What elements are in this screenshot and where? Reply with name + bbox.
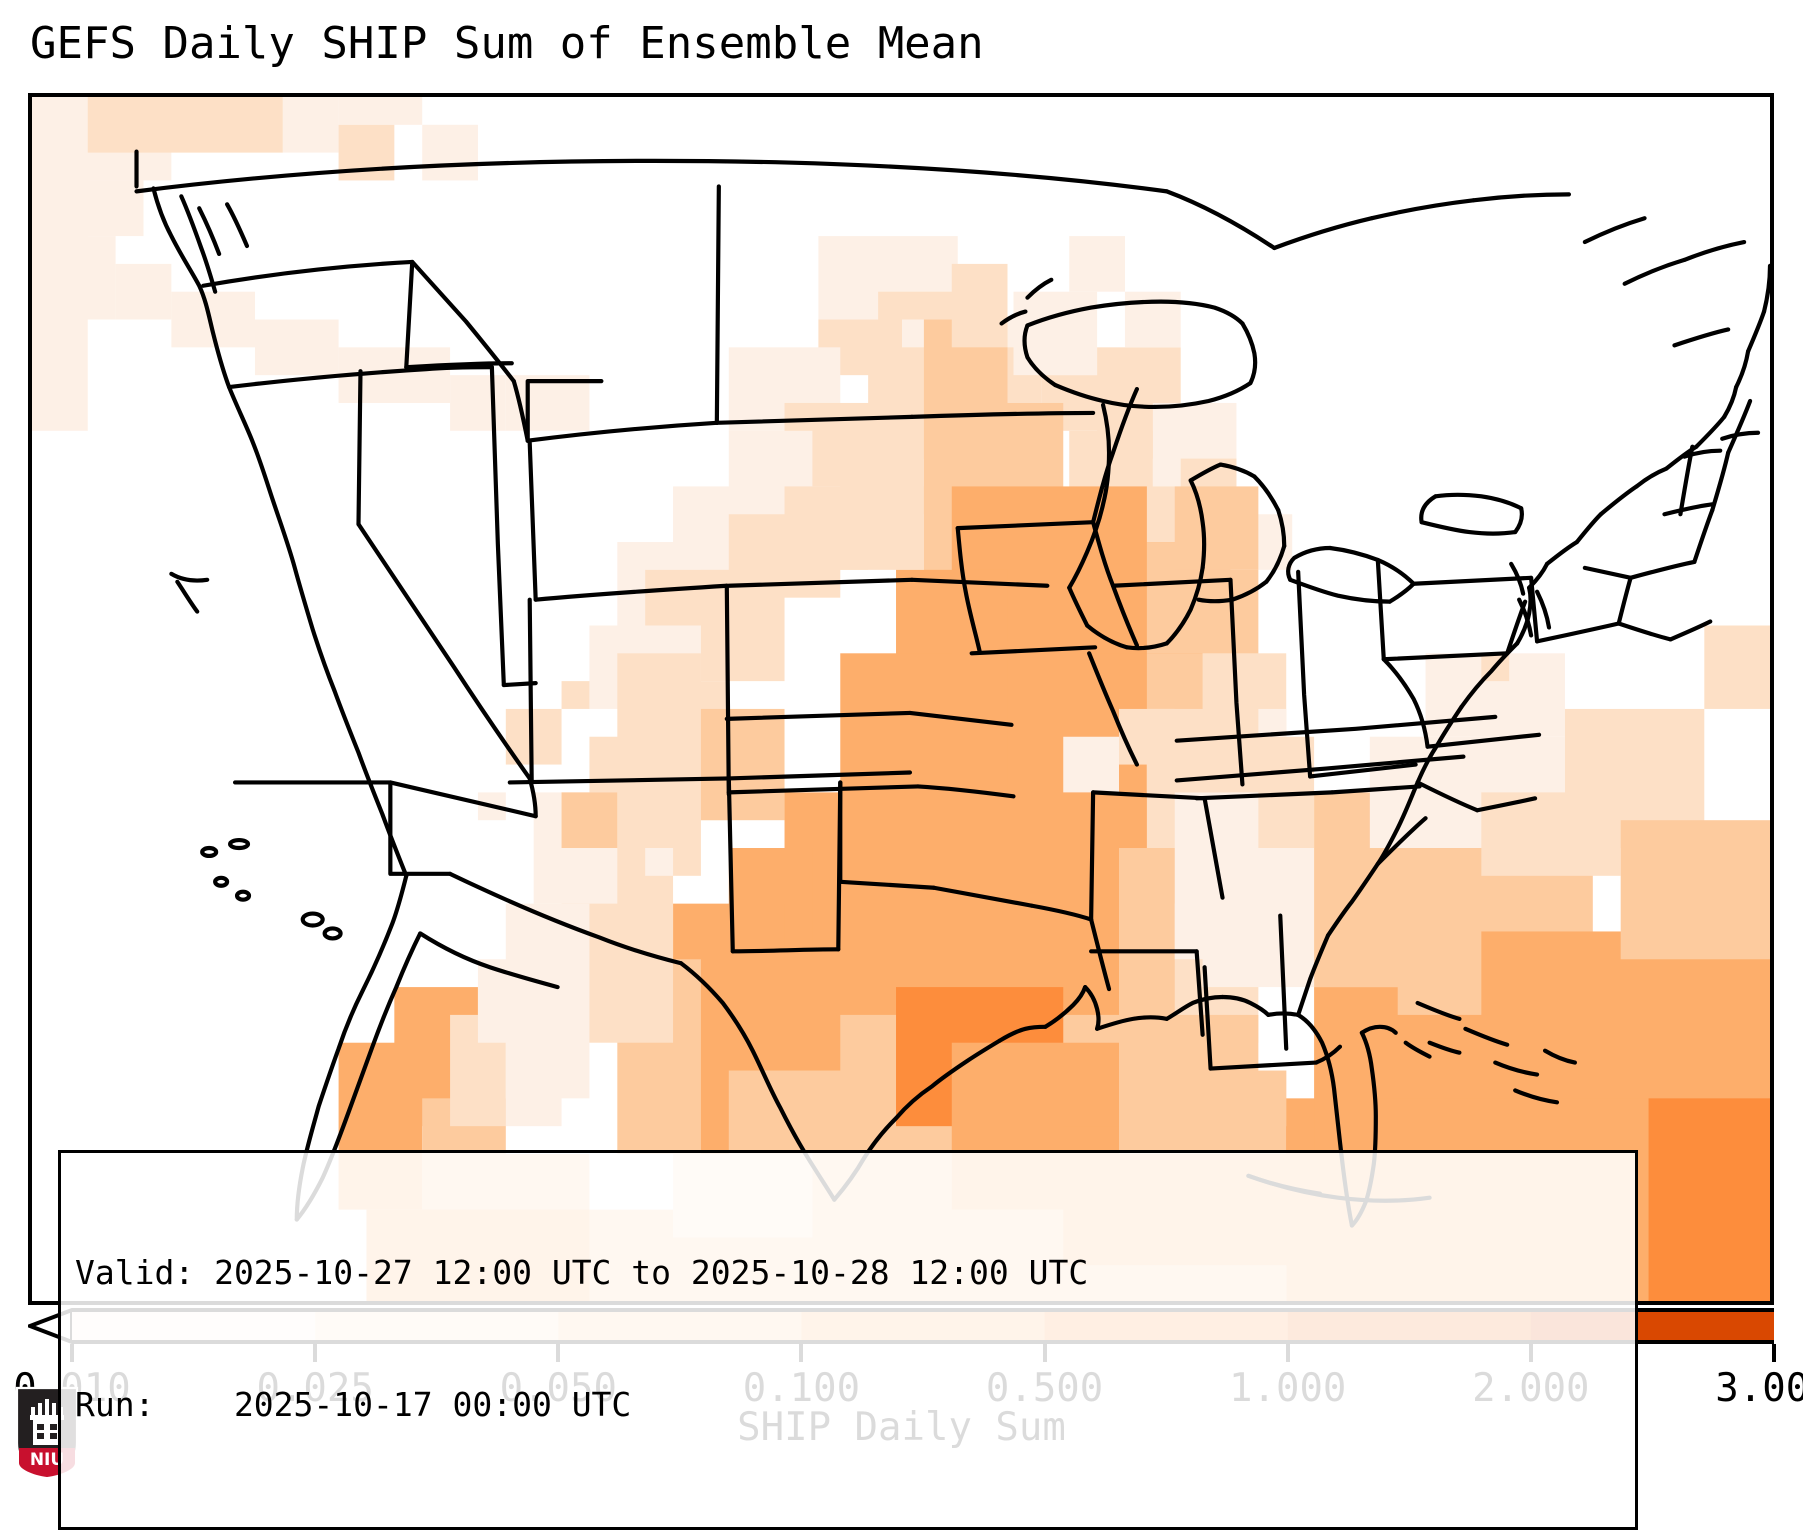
run-time-line: Run: 2025-10-17 00:00 UTC xyxy=(75,1385,632,1424)
map-axes xyxy=(28,93,1774,1305)
colorbar-tick xyxy=(1772,1344,1776,1362)
niu-banner-text: NIU xyxy=(30,1450,64,1470)
shaded-field xyxy=(32,97,1770,1301)
valid-time-line: Valid: 2025-10-27 12:00 UTC to 2025-10-2… xyxy=(75,1253,1089,1292)
niu-castle-windows xyxy=(37,1424,57,1439)
valid-run-infobox: Valid: 2025-10-27 12:00 UTC to 2025-10-2… xyxy=(58,1150,1638,1530)
page-title: GEFS Daily SHIP Sum of Ensemble Mean xyxy=(30,18,984,69)
colorbar-tick-label: 3.000 xyxy=(1715,1366,1803,1411)
map-plot xyxy=(32,97,1770,1301)
